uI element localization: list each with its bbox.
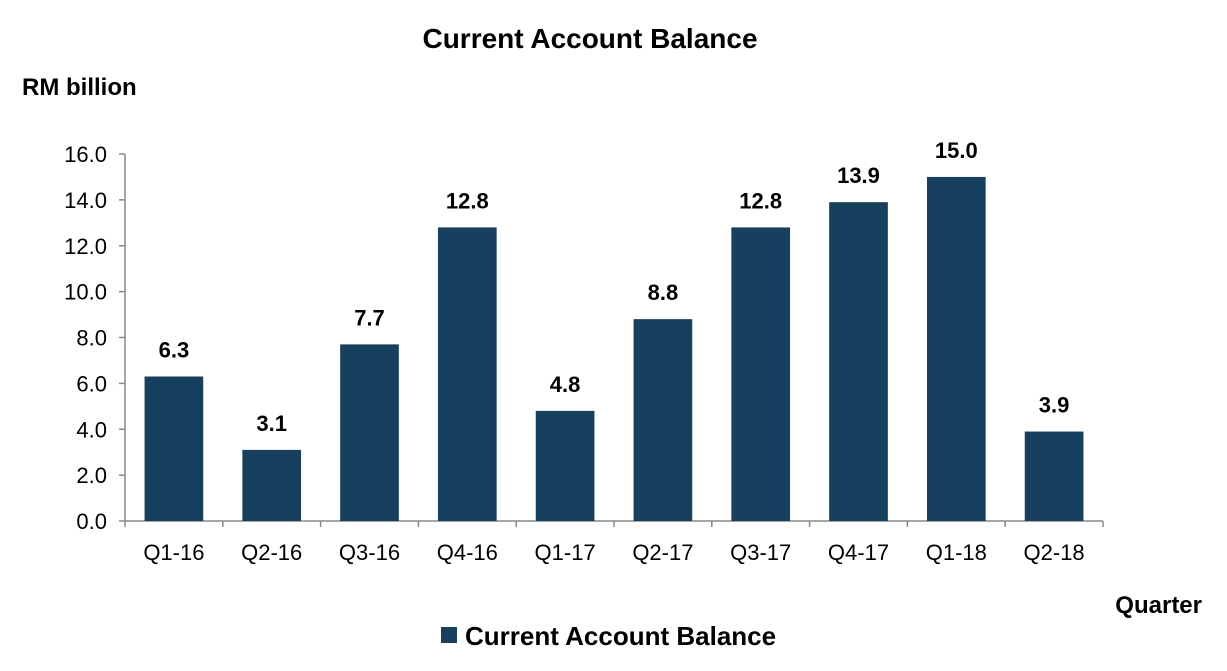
y-tick-label: 16.0	[64, 142, 107, 167]
y-tick-label: 2.0	[76, 463, 107, 488]
legend: Current Account Balance	[441, 621, 776, 651]
bar	[535, 410, 595, 521]
y-tick-label: 6.0	[76, 371, 107, 396]
data-label: 15.0	[935, 138, 978, 163]
x-tick-label: Q2-16	[241, 540, 302, 565]
bar	[242, 449, 302, 521]
x-tick-label: Q1-16	[143, 540, 204, 565]
data-label: 3.1	[256, 411, 287, 436]
bar	[829, 202, 888, 521]
bar	[1024, 431, 1084, 521]
x-tick-label: Q3-17	[730, 540, 791, 565]
y-tick-label: 4.0	[76, 417, 107, 442]
bar	[144, 376, 204, 521]
legend-swatch	[441, 627, 457, 643]
data-label: 8.8	[648, 280, 679, 305]
legend-label: Current Account Balance	[465, 621, 776, 651]
y-tick-label: 14.0	[64, 188, 107, 213]
chart-title: Current Account Balance	[422, 23, 757, 54]
y-tick-label: 10.0	[64, 280, 107, 305]
y-axis: 0.0 2.0 4.0 6.0 8.0 10.0 12.0 14.0 16.0	[64, 142, 126, 534]
data-label: 13.9	[837, 163, 880, 188]
y-axis-title: RM billion	[22, 74, 137, 101]
x-axis-title: Quarter	[1115, 592, 1202, 619]
bar	[340, 344, 399, 521]
data-label: 7.7	[354, 305, 385, 330]
x-tick-label: Q3-16	[339, 540, 400, 565]
data-label: 6.3	[159, 337, 190, 362]
data-label: 4.8	[550, 372, 581, 397]
x-tick-label: Q4-17	[828, 540, 889, 565]
y-tick-label: 12.0	[64, 234, 107, 259]
data-label: 12.8	[739, 188, 782, 213]
bar-series	[144, 176, 1084, 521]
x-tick-label: Q1-18	[926, 540, 987, 565]
bar	[731, 227, 791, 521]
x-axis: Q1-16 Q2-16 Q3-16 Q4-16 Q1-17 Q2-17 Q3-17 Q4-17…	[124, 520, 1104, 565]
data-label: 12.8	[446, 188, 489, 213]
data-label: 3.9	[1039, 393, 1070, 418]
y-tick-label: 0.0	[76, 509, 107, 534]
x-tick-label: Q4-16	[437, 540, 498, 565]
data-labels: 6.3 3.1 7.7 12.8 4.8 8.8 12.8 13.9 15.0 3.9	[159, 138, 1070, 436]
y-tick-label: 8.0	[76, 326, 107, 351]
bar	[437, 227, 497, 521]
x-tick-label: Q1-17	[535, 540, 596, 565]
bar	[633, 319, 693, 521]
bar	[926, 176, 986, 521]
x-tick-label: Q2-18	[1024, 540, 1085, 565]
x-tick-label: Q2-17	[632, 540, 693, 565]
